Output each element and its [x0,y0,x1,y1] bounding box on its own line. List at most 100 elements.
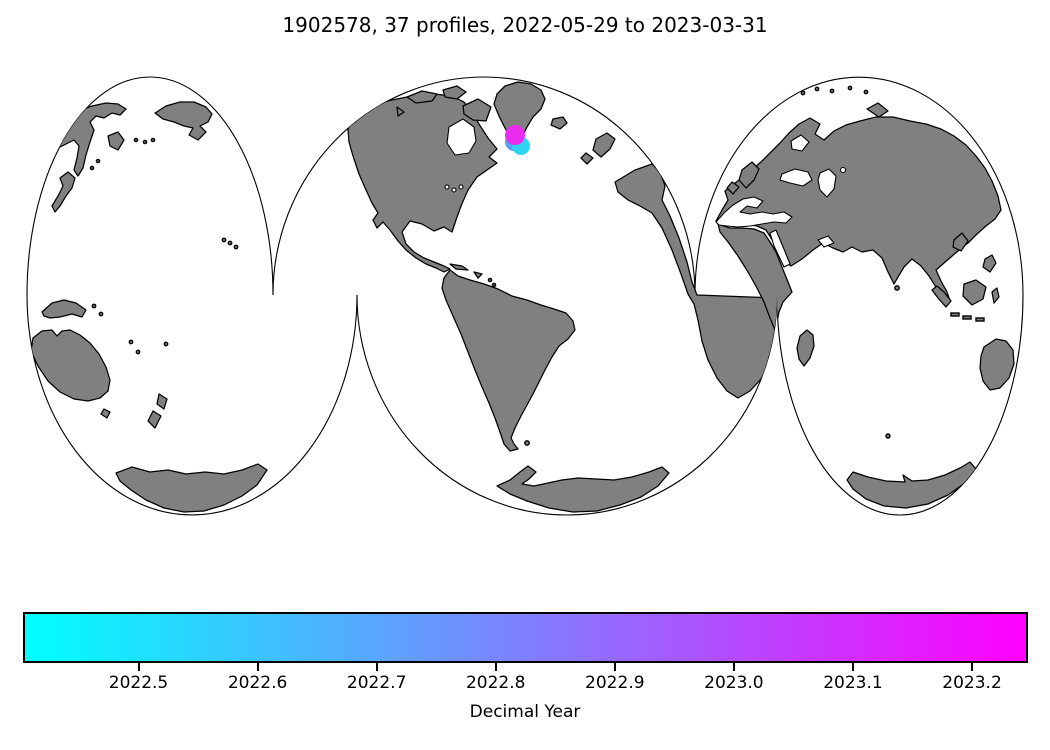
landmass-borneo [962,279,987,306]
lobe-outline-pacific-north [26,76,274,296]
svalbard-islands [814,86,820,92]
landmass-british-isles [738,161,760,189]
landmass-new-zealand-north [156,393,168,410]
landmass-philippines [982,254,997,273]
landmass-alaska [154,101,213,141]
aral-sea [839,166,847,174]
colorbar-ticks: 2022.5 2022.6 2022.7 2022.8 2022.9 2023.0 2023… [23,663,1028,703]
colorbar-tick-label: 2022.7 [346,673,407,693]
landmass-new-zealand-south [147,410,162,429]
arctic-islands [829,88,835,94]
baltic-sea [790,134,810,152]
colorbar-tick-label: 2022.6 [227,673,288,693]
hawaii-islands [221,237,227,243]
colorbar-axis-label: Decimal Year [469,702,581,722]
caribbean-islands [491,282,497,288]
profile-marker [505,125,525,145]
colorbar-tick-mark [375,663,378,671]
lobe-outline-pacific-south [26,294,358,516]
colorbar-tick-mark [971,663,974,671]
great-lakes [451,187,457,193]
landmass-australia [30,329,111,402]
landmass-ireland-west-copy [580,152,594,165]
landmass-antarctica-americas [496,465,670,513]
black-sea [779,168,813,187]
landmass-sulawesi [991,287,1000,304]
landmass-novaya-zemlya [866,102,889,118]
sri-lanka [894,285,900,291]
hudson-bay [446,118,477,156]
canadian-arctic-islands [442,85,467,100]
colorbar-tick-label: 2023.0 [704,673,764,693]
caribbean-islands [473,271,483,279]
colorbar-tick-mark [851,663,854,671]
landmass-africa-west-copy [614,163,778,399]
colorbar-tick-label: 2022.5 [108,673,169,693]
colorbar-tick-mark [494,663,497,671]
java-islands [950,312,960,317]
java-islands [962,315,972,320]
colorbar-tick-mark [613,663,616,671]
lobe-outline-americas-north [272,76,696,296]
landmass-sumatra [931,285,952,308]
colorbar-tick-label: 2023.1 [823,673,883,693]
aleutian-islands [133,137,139,143]
kerguelen-island [885,433,891,439]
caspian-sea [817,168,837,198]
kuril-islands [89,165,95,171]
aleutian-islands [150,137,156,143]
lobe-outline-eurasia-south [776,294,1024,516]
landmass-west-australia-copy [979,338,1015,391]
persian-gulf [817,235,835,248]
hawaii-islands [227,240,233,246]
landmass-sakhalin [107,131,125,151]
great-lakes [444,184,450,190]
lobe-outline-eurasia-north [694,76,1024,296]
caribbean-islands [487,277,493,283]
landmass-japan [51,171,76,213]
map-lobe-outlines [26,76,1024,516]
landmass-antarctica-eurasia [846,461,977,509]
melanesia-islands [91,303,97,309]
caribbean-islands [449,263,469,271]
colorbar-gradient [23,612,1028,663]
landmass-baffin-island [462,98,492,122]
colorbar-tick-label: 2023.2 [942,673,1002,693]
pacific-islands [128,339,134,345]
land-layer [30,81,1015,513]
figure-title: 1902578, 37 profiles, 2022-05-29 to 2023… [282,13,768,37]
java-islands [975,317,985,322]
canadian-arctic-islands [396,106,405,117]
arctic-islands [847,85,853,91]
canadian-arctic-islands [406,90,438,104]
lobe-outline-americas-south [356,294,778,516]
landmass-madagascar [796,329,815,367]
arctic-islands [863,89,869,95]
aleutian-islands [142,139,148,145]
colorbar-tick-label: 2022.9 [585,673,645,693]
landmass-south-america [441,269,576,452]
landmass-iceland [550,116,568,130]
pacific-islands [135,349,141,355]
melanesia-islands [98,311,104,317]
colorbar-tick-mark [137,663,140,671]
landmass-ireland [726,181,740,195]
colorbar-tick-mark [256,663,259,671]
landmass-tasmania [100,408,111,419]
kuril-islands [95,158,101,164]
svalbard-islands [800,90,806,96]
red-sea [769,229,791,268]
landmass-africa-northeast [717,223,793,331]
landmass-british-isles-west-copy [592,132,616,158]
colorbar-tick-label: 2022.8 [465,673,526,693]
colorbar-tick-mark [732,663,735,671]
mediterranean-sea [715,196,793,228]
landmass-new-guinea [41,299,87,319]
hawaii-islands [233,244,239,250]
great-lakes [458,184,464,190]
landmass-japan-east-copy [952,232,969,252]
landmass-antarctica-pacific [115,463,268,513]
falkland-islands [524,440,530,446]
